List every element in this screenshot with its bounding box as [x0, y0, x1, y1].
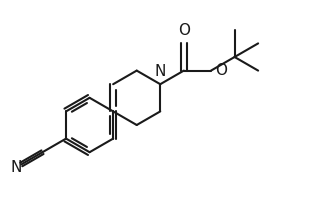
Text: N: N — [155, 64, 166, 79]
Text: N: N — [11, 160, 22, 175]
Text: O: O — [178, 23, 190, 38]
Text: O: O — [215, 63, 227, 78]
